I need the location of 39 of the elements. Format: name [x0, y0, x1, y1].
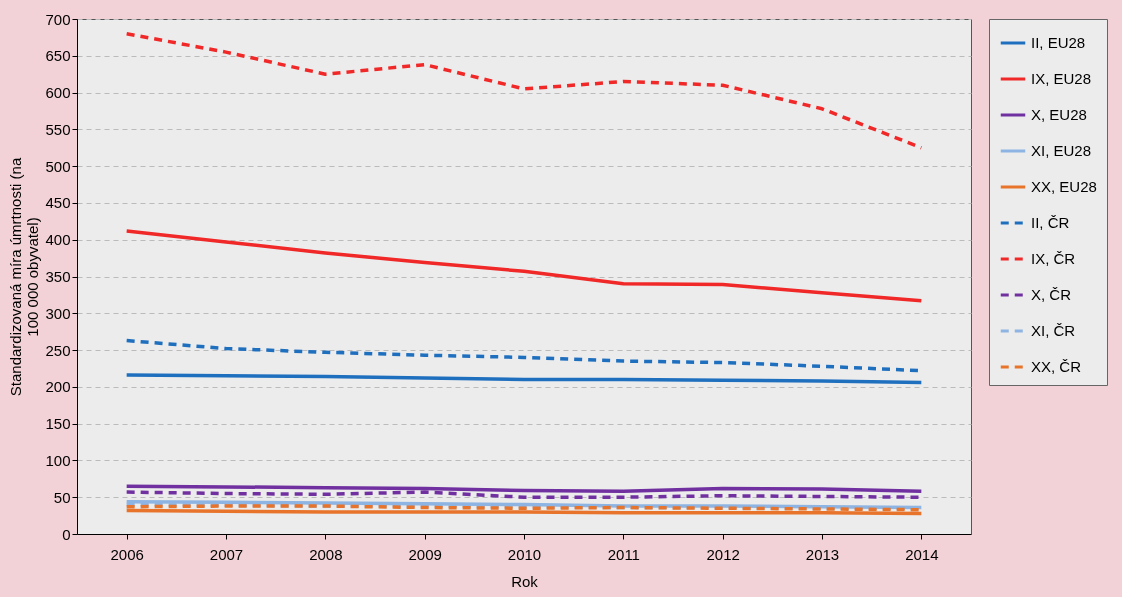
- x-tick-label: 2010: [507, 545, 542, 563]
- legend-label: XX, EU28: [1031, 178, 1097, 195]
- x-tick-label: 2009: [408, 545, 442, 563]
- x-tick-label: 2007: [209, 545, 244, 563]
- y-tick-label: 300: [45, 304, 71, 322]
- y-tick-label: 450: [45, 194, 71, 212]
- y-tick-label: 100: [45, 451, 71, 469]
- line-series: [124, 229, 924, 303]
- y-tick-label: 400: [45, 231, 71, 249]
- y-tick-label: 650: [45, 47, 71, 65]
- y-tick-label: 350: [45, 268, 71, 285]
- x-tick-label: 2013: [805, 545, 840, 563]
- y-tick-label: 200: [45, 378, 71, 396]
- x-tick-label: 2006: [110, 545, 144, 563]
- legend-label: IX, EU28: [1031, 70, 1092, 87]
- legend-label: II, EU28: [1031, 34, 1086, 51]
- legend-label: X, EU28: [1031, 106, 1087, 123]
- legend-label: IX, ČR: [1031, 250, 1076, 267]
- legend-label: X, ČR: [1031, 286, 1072, 303]
- y-tick-label: 150: [45, 415, 71, 433]
- legend-label: II, ČR: [1031, 214, 1070, 231]
- y-tick-label: 600: [45, 84, 71, 102]
- y-tick-label: 500: [45, 157, 71, 175]
- y-tick-label: 550: [45, 120, 71, 138]
- line-series: [124, 373, 924, 385]
- y-tick-label: 250: [45, 341, 71, 359]
- legend-label: XX, ČR: [1031, 358, 1082, 375]
- x-tick-label: 2012: [706, 545, 740, 563]
- y-tick-label: 50: [53, 488, 71, 506]
- x-tick-label: 2011: [607, 545, 640, 563]
- x-tick-label: 2014: [905, 545, 939, 563]
- legend-label: XI, EU28: [1031, 142, 1092, 159]
- line-series: [124, 31, 924, 150]
- legend-label: XI, ČR: [1031, 322, 1076, 339]
- x-tick-label: 2008: [309, 545, 343, 563]
- y-axis-title: Standardizovaná míra úmrtnosti (na 100 000 obyvatel): [7, 157, 42, 397]
- y-tick-label: 700: [45, 10, 71, 28]
- y-tick-label: 0: [62, 525, 71, 543]
- x-axis-title: Rok: [511, 572, 539, 590]
